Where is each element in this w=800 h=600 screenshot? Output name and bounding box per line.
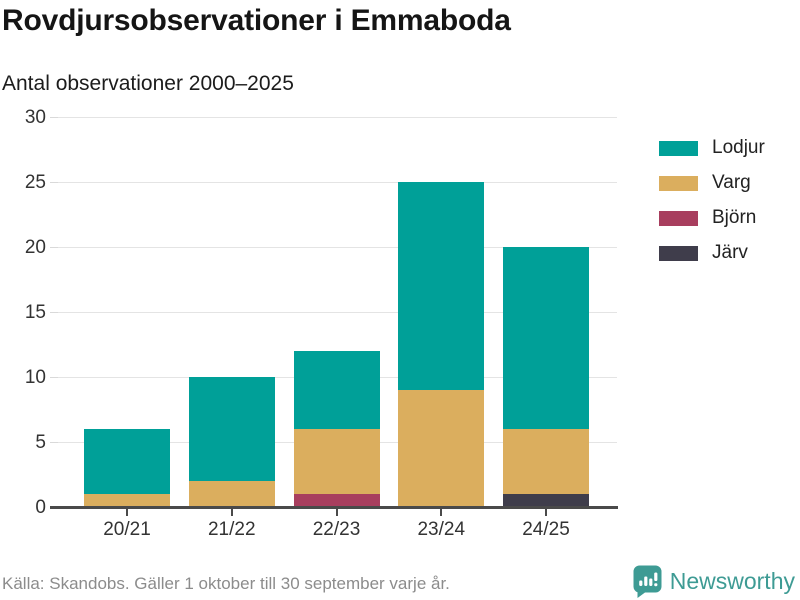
bar-segment-Varg-23/24 [398,390,485,507]
legend-label-Järv: Järv [712,242,748,263]
bar-segment-Lodjur-24/25 [503,247,589,429]
legend-label-Lodjur: Lodjur [712,137,765,158]
y-axis-tick-5 [50,441,58,443]
y-axis-label-30: 30 [24,107,46,128]
y-axis-label-15: 15 [24,302,46,323]
y-axis-tick-10 [50,376,58,378]
source-note: Källa: Skandobs. Gäller 1 oktober till 3… [2,574,450,593]
y-axis-tick-30 [50,116,58,118]
y-axis-tick-20 [50,246,58,248]
bar-segment-Varg-20/21 [84,494,170,507]
gridline-15 [58,311,617,313]
chart-subtitle: Antal observationer 2000–2025 [2,72,294,95]
chart-title: Rovdjursobservationer i Emmaboda [2,4,511,37]
bar-segment-Lodjur-22/23 [293,351,380,429]
x-axis-tick-22/23 [335,508,338,516]
y-axis-label-10: 10 [24,367,46,388]
bar-segment-Lodjur-20/21 [84,429,170,494]
x-axis-tick-21/22 [230,508,233,516]
bar-segment-Varg-24/25 [503,429,589,494]
x-axis-line [50,505,618,509]
y-axis-label-20: 20 [24,237,46,258]
legend-swatch-Björn [659,210,698,226]
bar-segment-Lodjur-23/24 [398,182,485,390]
newsworthy-logo-icon [633,565,662,598]
chart-legend: Lodjur Varg Björn Järv [659,137,765,264]
legend-item-Lodjur: Lodjur [659,137,765,159]
y-axis-label-0: 0 [35,497,46,518]
bar-segment-Järv-24/25 [503,494,589,507]
gridline-30 [58,116,617,118]
x-axis-tick-20/21 [126,508,128,516]
bar-segment-Varg-21/22 [188,481,275,507]
legend-item-Järv: Järv [659,242,765,264]
y-axis-label-25: 25 [24,172,46,193]
gridline-20 [58,246,617,248]
x-axis-label-24/25: 24/25 [522,519,570,540]
x-axis-tick-23/24 [440,508,443,516]
legend-label-Varg: Varg [712,172,751,193]
x-axis-tick-24/25 [545,508,547,516]
legend-swatch-Lodjur [659,140,698,156]
bar-segment-Lodjur-21/22 [188,377,275,481]
gridline-25 [58,181,617,183]
y-axis-label-5: 5 [35,432,46,453]
legend-item-Björn: Björn [659,207,765,229]
legend-item-Varg: Varg [659,172,765,194]
brand-logo: Newsworthy [633,565,795,598]
y-axis-tick-15 [50,311,58,313]
x-axis-label-21/22: 21/22 [207,519,256,540]
legend-label-Björn: Björn [712,207,757,228]
legend-swatch-Varg [659,175,698,191]
bar-segment-Varg-22/23 [293,429,380,494]
x-axis-label-23/24: 23/24 [417,519,466,540]
x-axis-label-22/23: 22/23 [312,519,361,540]
x-axis-label-20/21: 20/21 [103,519,151,540]
y-axis-tick-25 [50,181,58,183]
bar-segment-Björn-22/23 [293,494,380,507]
brand-name: Newsworthy [669,568,795,594]
legend-swatch-Järv [659,245,698,261]
